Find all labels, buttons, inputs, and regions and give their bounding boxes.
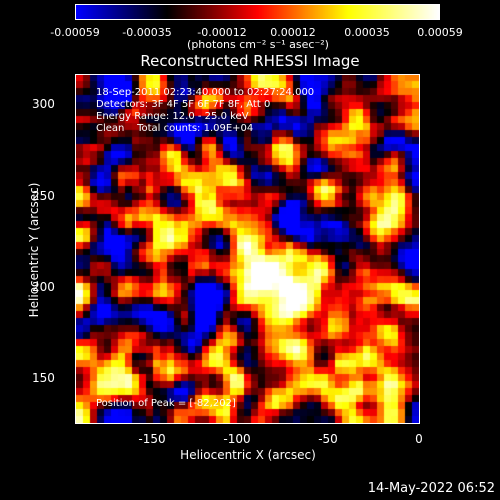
image-plot: 18-Sep-2011 02:23:40.000 to 02:27:24.000…	[75, 74, 420, 424]
colorbar-tick: 0.00059	[417, 26, 463, 39]
heatmap-image	[76, 75, 419, 423]
y-axis-label: Heliocentric Y (arcsec)	[27, 182, 41, 318]
y-tick: 250	[32, 189, 55, 203]
y-tick: 150	[32, 371, 55, 385]
colorbar-tick: -0.00012	[197, 26, 247, 39]
colorbar	[75, 4, 440, 20]
y-tick: 200	[32, 280, 55, 294]
info-detectors: Detectors: 3F 4F 5F 6F 7F 8F, Att 0	[96, 99, 271, 110]
colorbar-tick: 0.00035	[344, 26, 390, 39]
x-axis-label: Heliocentric X (arcsec)	[180, 448, 316, 462]
info-energy: Energy Range: 12.0 - 25.0 keV	[96, 111, 249, 122]
image-title: Reconstructed RHESSI Image	[140, 52, 360, 70]
info-peak: Position of Peak = [-82,202]	[96, 398, 236, 409]
info-time: 18-Sep-2011 02:23:40.000 to 02:27:24.000	[96, 87, 315, 98]
colorbar-tick: -0.00035	[122, 26, 172, 39]
x-tick: -150	[138, 432, 166, 446]
colorbar-tick: 0.00012	[270, 26, 316, 39]
info-clean: Clean Total counts: 1.09E+04	[96, 123, 254, 134]
colorbar-tick: -0.00059	[50, 26, 100, 39]
x-tick: -100	[223, 432, 251, 446]
timestamp: 14-May-2022 06:52	[367, 481, 495, 496]
x-tick: 0	[415, 432, 423, 446]
y-tick: 300	[32, 97, 55, 111]
colorbar-units: (photons cm⁻² s⁻¹ asec⁻²)	[187, 38, 329, 51]
x-tick: -50	[318, 432, 338, 446]
